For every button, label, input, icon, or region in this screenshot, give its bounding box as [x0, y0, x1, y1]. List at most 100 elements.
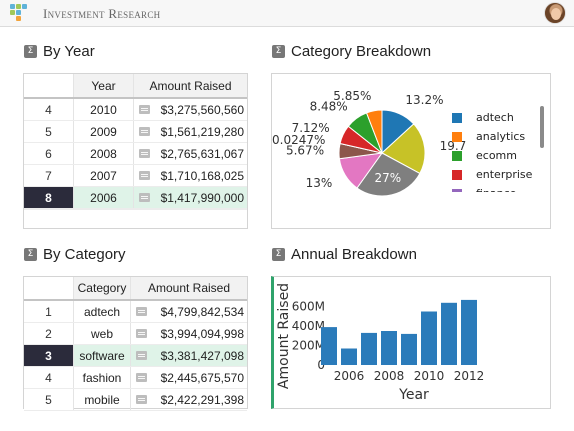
row-detail-icon[interactable] [136, 307, 147, 316]
table-row[interactable]: 5 2009 $1,561,219,280 [24, 121, 247, 143]
amount-cell[interactable]: $4,799,842,534 [131, 301, 247, 322]
legend-label: ecomm [476, 149, 517, 162]
amount-cell[interactable]: $3,994,094,998 [131, 323, 247, 344]
row-index-cell[interactable]: 4 [24, 99, 74, 120]
legend-label: finance [476, 187, 516, 192]
by-category-rows: 1 adtech $4,799,842,534 2 web $3,994,094,998 3… [24, 301, 247, 411]
row-index-cell[interactable]: 5 [24, 121, 74, 142]
table-row[interactable]: 6 2008 $2,765,631,067 [24, 143, 247, 165]
header-index-cell [24, 277, 74, 299]
x-axis-label: Year [398, 387, 429, 403]
legend-item[interactable]: adtech [452, 108, 540, 127]
row-detail-icon[interactable] [139, 193, 150, 202]
year-cell[interactable]: 2007 [74, 165, 134, 186]
legend-scrollbar[interactable] [540, 106, 544, 148]
table-row[interactable]: 4 fashion $2,445,675,570 [24, 367, 247, 389]
category-cell[interactable]: adtech [74, 301, 131, 322]
amount-cell[interactable]: $1,561,219,280 [134, 121, 247, 142]
year-cell[interactable]: 2008 [74, 143, 134, 164]
bar[interactable] [461, 299, 477, 365]
logo-square-1 [10, 4, 15, 9]
annual-breakdown-title: Σ Annual Breakdown [272, 246, 417, 263]
row-index-cell[interactable]: 3 [24, 345, 74, 366]
legend-swatch [452, 131, 462, 142]
row-index-cell[interactable]: 8 [24, 187, 74, 208]
row-detail-icon[interactable] [136, 395, 147, 404]
table-row[interactable]: 3 software $3,381,427,098 [24, 345, 247, 367]
column-header-year[interactable]: Year [74, 74, 134, 97]
x-tick-label: 2012 [454, 369, 485, 383]
year-cell[interactable]: 2006 [74, 187, 134, 208]
row-index-cell[interactable]: 7 [24, 165, 74, 186]
column-header-amount[interactable]: Amount Raised [149, 78, 232, 93]
app-logo-icon [10, 4, 28, 22]
row-index-cell[interactable]: 6 [24, 143, 74, 164]
y-tick-label: 600M [292, 300, 325, 314]
pie-slice-label: 27% [374, 171, 401, 185]
table-row[interactable]: 5 mobile $2,422,291,398 [24, 389, 247, 411]
row-index-cell[interactable]: 2 [24, 323, 74, 344]
amount-text: $1,417,990,000 [160, 190, 244, 205]
annual-breakdown-panel: 0200M400M600M2006200820102012YearAmount … [271, 276, 551, 409]
row-detail-icon[interactable] [136, 329, 147, 338]
by-category-title: Σ By Category [24, 246, 126, 263]
column-header-amount[interactable]: Amount Raised [147, 281, 231, 295]
pie-slice[interactable] [381, 123, 426, 175]
category-cell[interactable]: software [74, 345, 131, 366]
annual-breakdown-title-text: Annual Breakdown [291, 246, 417, 263]
app-header: Investment Research [0, 0, 574, 27]
bar[interactable] [441, 302, 457, 365]
bar[interactable] [381, 331, 397, 365]
by-year-table: Year Amount Raised 4 2010 $3,275,560,560 5 2… [23, 73, 248, 229]
row-detail-icon[interactable] [139, 149, 150, 158]
legend-item[interactable]: analytics [452, 127, 540, 146]
pie-slice-label: 13.2% [405, 93, 443, 107]
row-detail-icon[interactable] [139, 171, 150, 180]
table-row[interactable]: 4 2010 $3,275,560,560 [24, 99, 247, 121]
bar[interactable] [361, 332, 377, 365]
amount-cell[interactable]: $2,765,631,067 [134, 143, 247, 164]
amount-cell[interactable]: $3,275,560,560 [134, 99, 247, 120]
row-detail-icon[interactable] [139, 105, 150, 114]
row-index-cell[interactable]: 4 [24, 367, 74, 388]
table-row[interactable]: 1 adtech $4,799,842,534 [24, 301, 247, 323]
amount-cell[interactable]: $3,381,427,098 [131, 345, 247, 366]
category-cell[interactable]: fashion [74, 367, 131, 388]
pie-slice-label: 0.0247% [272, 133, 325, 147]
header-index-cell [24, 74, 74, 97]
row-detail-icon[interactable] [139, 127, 150, 136]
by-year-title: Σ By Year [24, 43, 95, 60]
year-cell[interactable]: 2009 [74, 121, 134, 142]
table-row[interactable]: 8 2006 $1,417,990,000 [24, 187, 247, 209]
user-avatar[interactable] [544, 2, 566, 24]
row-detail-icon[interactable] [136, 373, 147, 382]
legend-item[interactable]: finance [452, 184, 540, 192]
amount-text: $2,765,631,067 [160, 146, 244, 161]
table-row[interactable]: 2 web $3,994,094,998 [24, 323, 247, 345]
x-tick-label: 2006 [334, 369, 365, 383]
pie-slice-label: 13% [306, 176, 333, 190]
row-index-cell[interactable]: 1 [24, 301, 74, 322]
row-detail-icon[interactable] [136, 351, 147, 360]
amount-cell[interactable]: $2,445,675,570 [131, 367, 247, 388]
bar-chart: 0200M400M600M2006200820102012YearAmount … [276, 283, 485, 403]
category-cell[interactable]: web [74, 323, 131, 344]
row-index-cell[interactable]: 5 [24, 389, 74, 410]
category-cell[interactable]: mobile [74, 389, 131, 410]
year-cell[interactable]: 2010 [74, 99, 134, 120]
legend-item[interactable]: enterprise [452, 165, 540, 184]
bar[interactable] [401, 333, 417, 365]
table-row[interactable]: 7 2007 $1,710,168,025 [24, 165, 247, 187]
amount-cell[interactable]: $1,417,990,000 [134, 187, 247, 208]
amount-cell[interactable]: $2,422,291,398 [131, 389, 247, 410]
column-header-category[interactable]: Category [74, 277, 131, 299]
bar[interactable] [321, 327, 337, 365]
amount-text: $4,799,842,534 [160, 304, 244, 319]
bar[interactable] [421, 311, 437, 366]
legend-item[interactable]: ecomm [452, 146, 540, 165]
pie-slice[interactable] [356, 152, 421, 197]
bar[interactable] [341, 348, 357, 366]
logo-square-2 [16, 4, 21, 9]
amount-cell[interactable]: $1,710,168,025 [134, 165, 247, 186]
pie-slice[interactable] [365, 109, 383, 154]
